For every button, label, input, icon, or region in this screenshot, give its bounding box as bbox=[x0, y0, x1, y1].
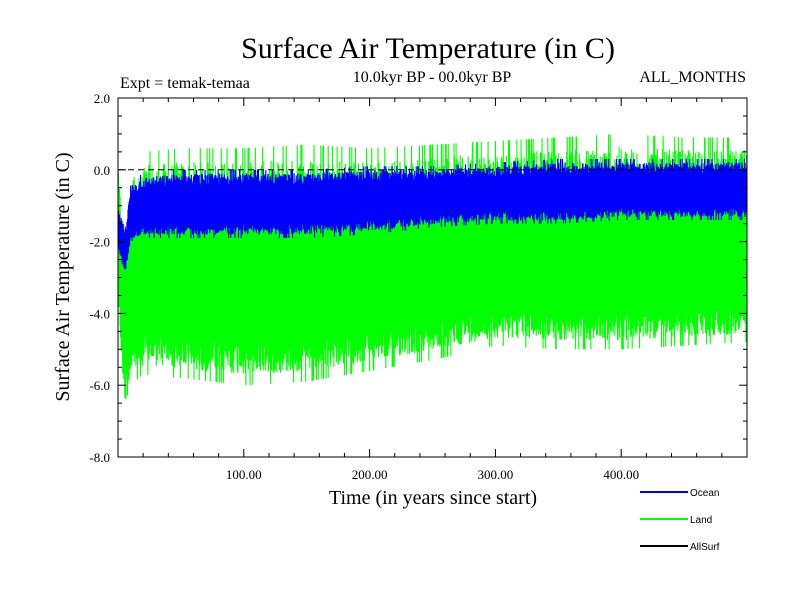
series-ocean bbox=[118, 159, 747, 270]
legend-label-allsurf: AllSurf bbox=[690, 542, 720, 553]
chart-title: Surface Air Temperature (in C) bbox=[241, 32, 615, 65]
y-tick-label: -4.0 bbox=[89, 306, 110, 321]
y-tick-label: -6.0 bbox=[89, 378, 110, 393]
subtitle-months: ALL_MONTHS bbox=[639, 69, 746, 86]
axes: 2.0 0.0 -2.0 -4.0 -6.0 -8.0 100.00 200.00 300.00… bbox=[89, 91, 748, 482]
legend-label-ocean: Ocean bbox=[690, 488, 719, 499]
y-tick-label: -2.0 bbox=[89, 235, 110, 250]
x-tick-label: 400.00 bbox=[603, 467, 639, 482]
x-axis-label: Time (in years since start) bbox=[329, 487, 537, 509]
x-tick-label: 100.00 bbox=[226, 467, 262, 482]
subtitle-experiment: Expt = temak-temaa bbox=[120, 75, 250, 92]
subtitle-period: 10.0kyr BP - 00.0kyr BP bbox=[353, 69, 512, 86]
y-tick-label: 2.0 bbox=[94, 91, 110, 106]
x-tick-label: 300.00 bbox=[478, 467, 514, 482]
plot-area bbox=[118, 134, 747, 400]
legend: Ocean Land AllSurf bbox=[640, 488, 720, 553]
legend-label-land: Land bbox=[690, 515, 712, 526]
x-tick-label: 200.00 bbox=[352, 467, 388, 482]
y-tick-label: -8.0 bbox=[89, 450, 110, 465]
y-axis-label: Surface Air Temperature (in C) bbox=[52, 152, 74, 401]
y-tick-label: 0.0 bbox=[94, 163, 110, 178]
